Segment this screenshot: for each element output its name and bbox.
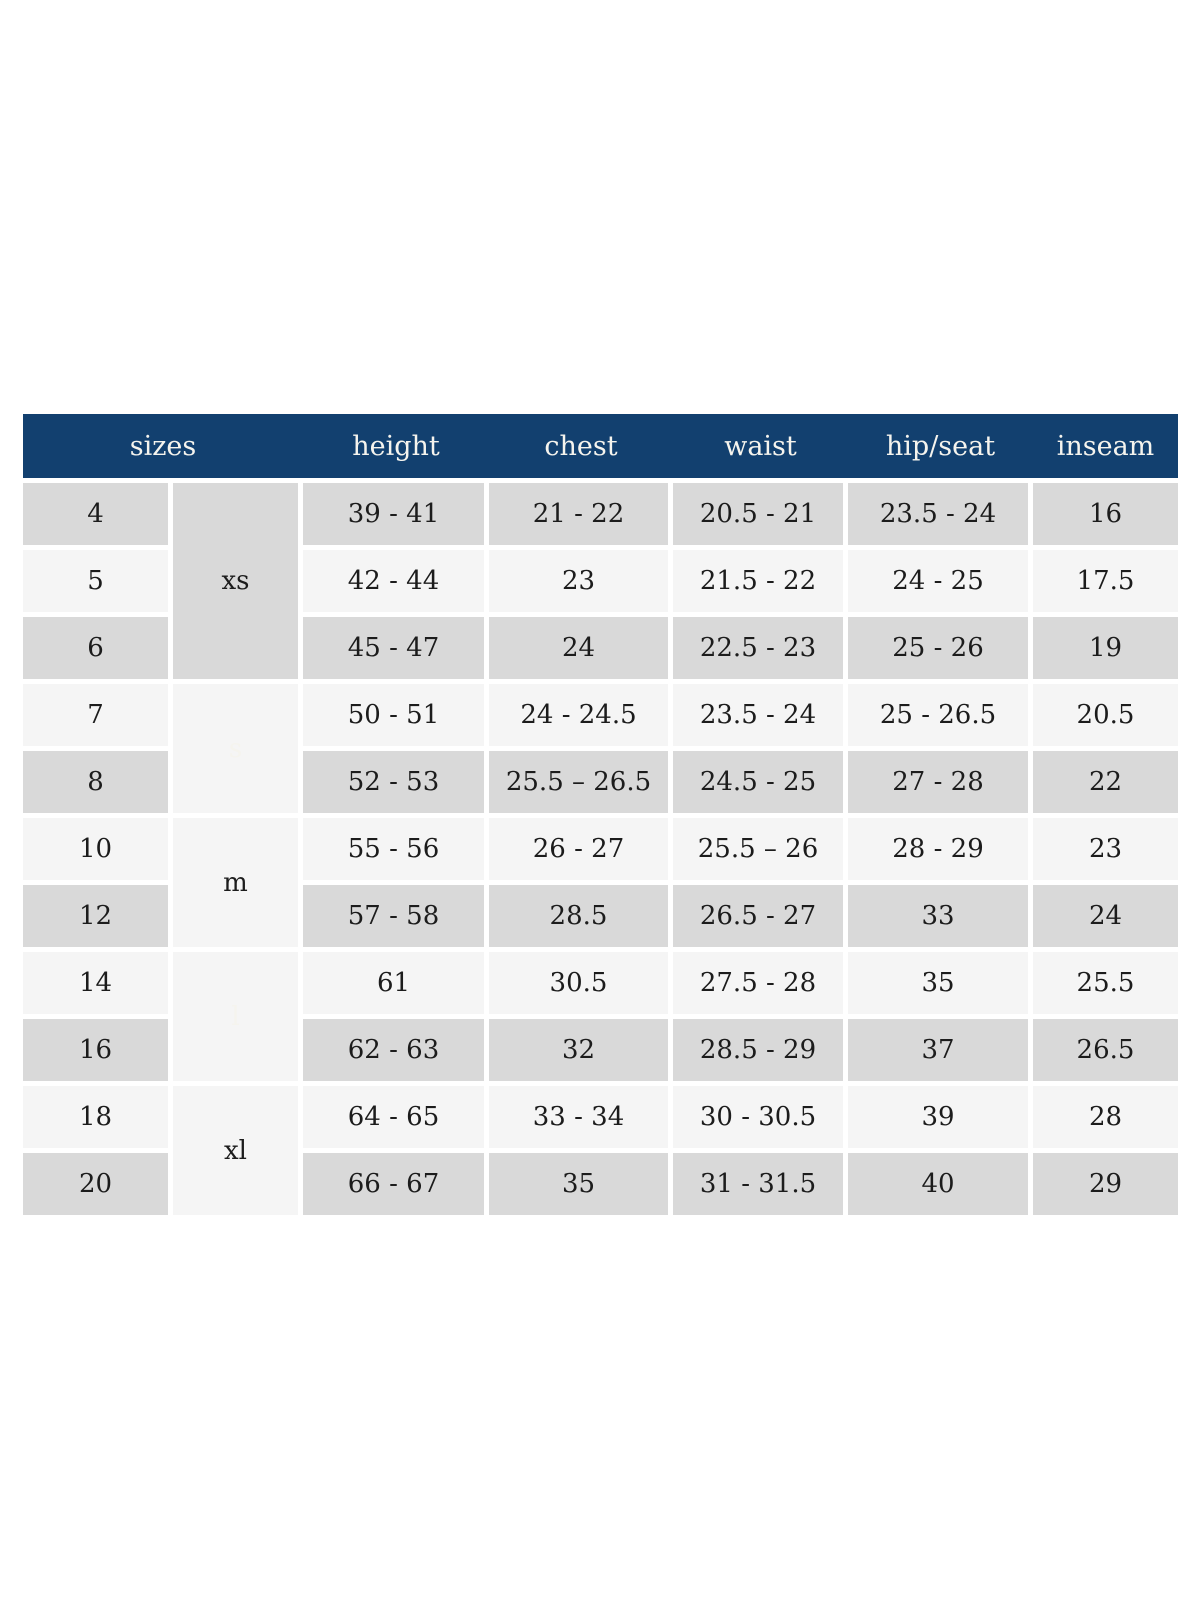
- chest-cell: 32: [489, 1019, 673, 1086]
- size-group-cell-l: l: [173, 952, 303, 1086]
- chest-cell: 35: [489, 1153, 673, 1220]
- hip-seat-cell: 40: [848, 1153, 1033, 1220]
- inseam-cell: 16: [1033, 483, 1178, 550]
- size-group-cell-m: m: [173, 818, 303, 952]
- column-header-hip-seat: hip/seat: [848, 414, 1033, 483]
- size-cell: 16: [23, 1019, 173, 1086]
- chest-cell: 33 - 34: [489, 1086, 673, 1153]
- size-cell: 14: [23, 952, 173, 1019]
- size-chart: sizes height chest waist hip/seat inseam…: [23, 414, 1178, 1220]
- chest-cell: 24: [489, 617, 673, 684]
- size-group-cell-s: s: [173, 684, 303, 818]
- chest-cell: 21 - 22: [489, 483, 673, 550]
- table-row: 10 m 55 - 56 26 - 27 25.5 – 26 28 - 29 2…: [23, 818, 1178, 952]
- waist-cell: 28.5 - 29: [673, 1019, 848, 1086]
- chest-cell: 24 - 24.5: [489, 684, 673, 751]
- table-row: 7 s 50 - 51 24 - 24.5 23.5 - 24 25 - 26.…: [23, 684, 1178, 818]
- height-cell: 62 - 63: [303, 1019, 489, 1086]
- hip-seat-cell: 33: [848, 885, 1033, 952]
- chest-cell: 30.5: [489, 952, 673, 1019]
- size-cell: 8: [23, 751, 173, 818]
- size-cell: 10: [23, 818, 173, 885]
- header-row: sizes height chest waist hip/seat inseam: [23, 414, 1178, 483]
- hip-seat-cell: 27 - 28: [848, 751, 1033, 818]
- chest-cell: 26 - 27: [489, 818, 673, 885]
- hip-seat-cell: 35: [848, 952, 1033, 1019]
- inseam-cell: 19: [1033, 617, 1178, 684]
- table-row: 4 xs 39 - 41 21 - 22 20.5 - 21 23.5 - 24…: [23, 483, 1178, 684]
- inseam-cell: 20.5: [1033, 684, 1178, 751]
- hip-seat-cell: 39: [848, 1086, 1033, 1153]
- waist-cell: 31 - 31.5: [673, 1153, 848, 1220]
- inseam-cell: 25.5: [1033, 952, 1178, 1019]
- size-cell: 20: [23, 1153, 173, 1220]
- inseam-cell: 22: [1033, 751, 1178, 818]
- height-cell: 52 - 53: [303, 751, 489, 818]
- hip-seat-cell: 25 - 26.5: [848, 684, 1033, 751]
- height-cell: 42 - 44: [303, 550, 489, 617]
- table-row: 5 42 - 44 23 21.5 - 22 24 - 25 17.5: [23, 550, 1178, 617]
- height-cell: 39 - 41: [303, 483, 489, 550]
- inseam-cell: 17.5: [1033, 550, 1178, 617]
- column-header-waist: waist: [673, 414, 848, 483]
- table-row: 18 xl 64 - 65 33 - 34 30 - 30.5 39 28: [23, 1086, 1178, 1220]
- table-row: 8 52 - 53 25.5 – 26.5 24.5 - 25 27 - 28 …: [23, 751, 1178, 818]
- hip-seat-cell: 28 - 29: [848, 818, 1033, 885]
- inseam-cell: 24: [1033, 885, 1178, 952]
- waist-cell: 22.5 - 23: [673, 617, 848, 684]
- waist-cell: 30 - 30.5: [673, 1086, 848, 1153]
- height-cell: 45 - 47: [303, 617, 489, 684]
- chest-cell: 23: [489, 550, 673, 617]
- column-header-inseam: inseam: [1033, 414, 1178, 483]
- height-cell: 50 - 51: [303, 684, 489, 751]
- table-row: 6 45 - 47 24 22.5 - 23 25 - 26 19: [23, 617, 1178, 684]
- height-cell: 61: [303, 952, 489, 1019]
- table-row: 16 62 - 63 32 28.5 - 29 37 26.5: [23, 1019, 1178, 1086]
- waist-cell: 25.5 – 26: [673, 818, 848, 885]
- height-cell: 64 - 65: [303, 1086, 489, 1153]
- height-cell: 55 - 56: [303, 818, 489, 885]
- size-cell: 6: [23, 617, 173, 684]
- hip-seat-cell: 37: [848, 1019, 1033, 1086]
- size-group-cell-xs: xs: [173, 483, 303, 684]
- table-row: 14 l 61 30.5 27.5 - 28 35 25.5: [23, 952, 1178, 1086]
- table-row: 12 57 - 58 28.5 26.5 - 27 33 24: [23, 885, 1178, 952]
- size-cell: 12: [23, 885, 173, 952]
- column-header-chest: chest: [489, 414, 673, 483]
- inseam-cell: 23: [1033, 818, 1178, 885]
- waist-cell: 24.5 - 25: [673, 751, 848, 818]
- waist-cell: 27.5 - 28: [673, 952, 848, 1019]
- inseam-cell: 29: [1033, 1153, 1178, 1220]
- inseam-cell: 28: [1033, 1086, 1178, 1153]
- size-cell: 5: [23, 550, 173, 617]
- waist-cell: 23.5 - 24: [673, 684, 848, 751]
- height-cell: 57 - 58: [303, 885, 489, 952]
- height-cell: 66 - 67: [303, 1153, 489, 1220]
- size-cell: 7: [23, 684, 173, 751]
- chest-cell: 25.5 – 26.5: [489, 751, 673, 818]
- hip-seat-cell: 24 - 25: [848, 550, 1033, 617]
- size-cell: 4: [23, 483, 173, 550]
- size-group-cell-xl: xl: [173, 1086, 303, 1220]
- inseam-cell: 26.5: [1033, 1019, 1178, 1086]
- column-header-sizes: sizes: [23, 414, 303, 483]
- hip-seat-cell: 25 - 26: [848, 617, 1033, 684]
- waist-cell: 26.5 - 27: [673, 885, 848, 952]
- size-cell: 18: [23, 1086, 173, 1153]
- chest-cell: 28.5: [489, 885, 673, 952]
- column-header-height: height: [303, 414, 489, 483]
- hip-seat-cell: 23.5 - 24: [848, 483, 1033, 550]
- waist-cell: 20.5 - 21: [673, 483, 848, 550]
- table-row: 20 66 - 67 35 31 - 31.5 40 29: [23, 1153, 1178, 1220]
- size-chart-table: sizes height chest waist hip/seat inseam…: [23, 414, 1178, 1220]
- waist-cell: 21.5 - 22: [673, 550, 848, 617]
